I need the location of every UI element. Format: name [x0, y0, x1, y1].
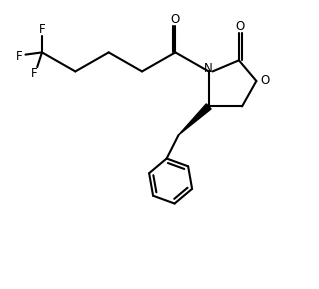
Text: F: F	[39, 23, 45, 36]
Text: O: O	[171, 13, 180, 26]
Text: O: O	[260, 75, 270, 88]
Polygon shape	[179, 104, 211, 135]
Text: N: N	[204, 62, 213, 75]
Text: O: O	[236, 20, 245, 33]
Text: F: F	[16, 50, 22, 63]
Text: F: F	[31, 68, 37, 81]
